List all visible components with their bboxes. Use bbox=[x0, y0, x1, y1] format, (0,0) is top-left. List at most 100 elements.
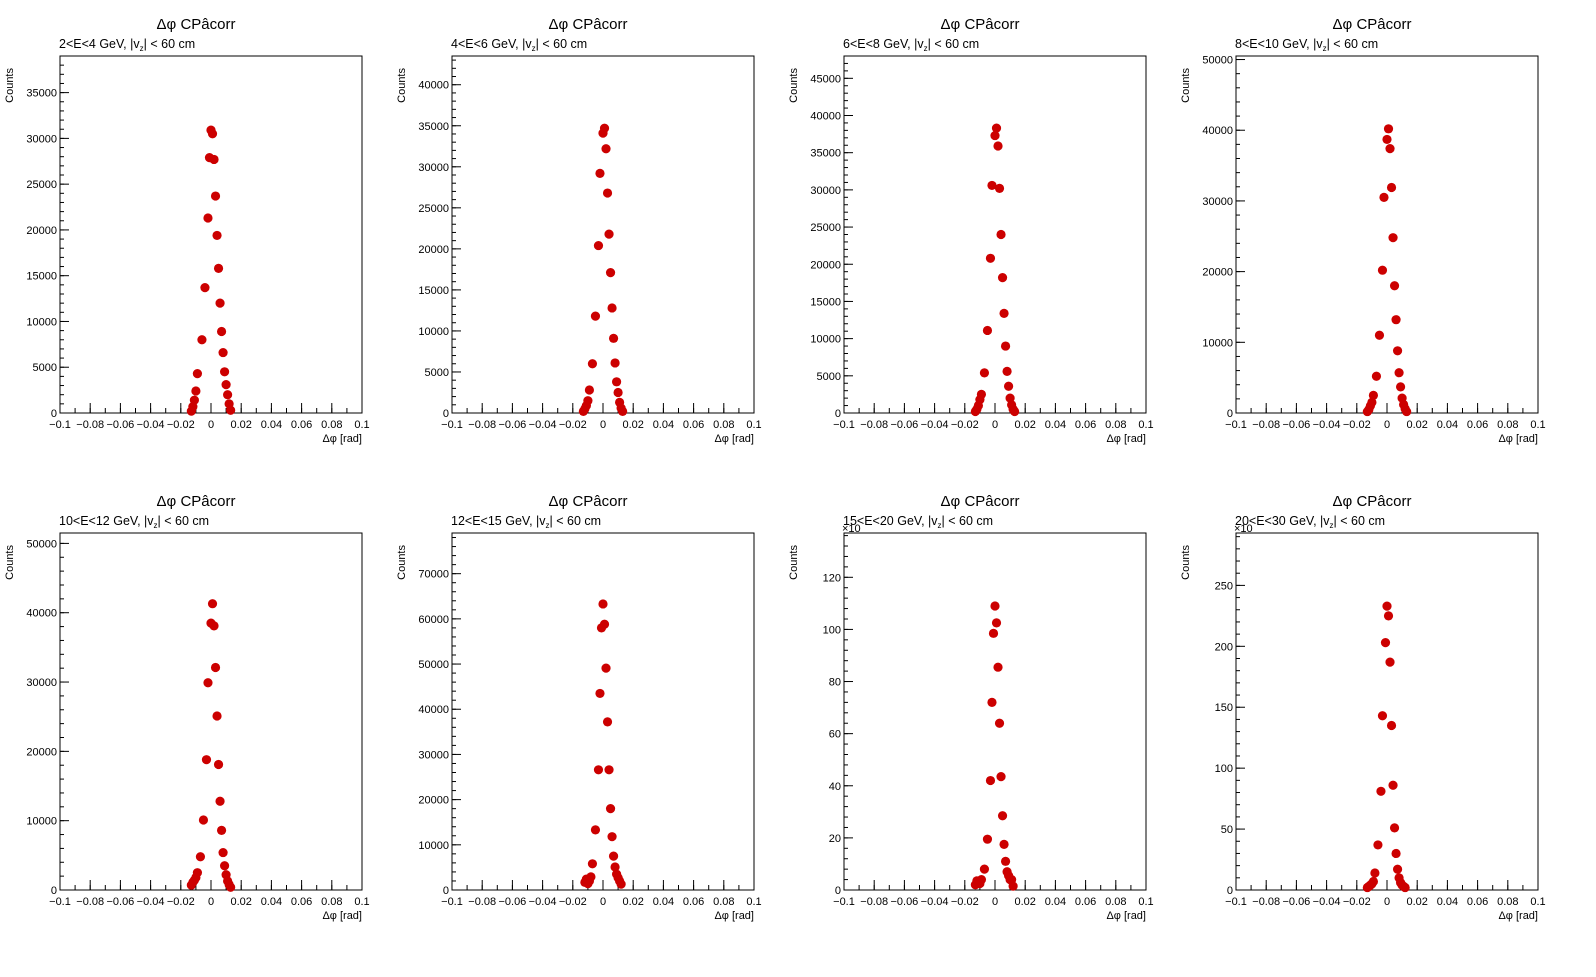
x-tick-label: −0.08 bbox=[1252, 419, 1280, 431]
x-tick-label: −0.06 bbox=[498, 419, 526, 431]
data-point bbox=[1395, 382, 1406, 392]
y-tick-label: 20000 bbox=[418, 795, 449, 807]
data-point bbox=[201, 755, 212, 765]
data-point bbox=[987, 697, 997, 707]
chart-subtitle: 8<E<10 GeV, |vz| < 60 cm bbox=[1235, 37, 1378, 53]
x-tick-label: −0.06 bbox=[106, 896, 134, 908]
x-tick-label: 0.08 bbox=[1497, 419, 1518, 431]
y-tick-label: 20000 bbox=[810, 259, 841, 271]
x-tick-label: 0.04 bbox=[1437, 896, 1458, 908]
subtitle-part: 2<E<4 GeV, |v bbox=[59, 37, 140, 51]
subtitle-part: 12<E<15 GeV, |v bbox=[451, 514, 546, 528]
x-tick-label: 0.08 bbox=[1105, 419, 1126, 431]
y-tick-label: 5000 bbox=[33, 362, 57, 374]
y-axis-label: Counts bbox=[1180, 68, 1192, 103]
data-point bbox=[1391, 315, 1401, 325]
x-tick-label: −0.1 bbox=[441, 419, 463, 431]
y-tick-label: 40000 bbox=[810, 111, 841, 123]
y-tick-label: 35000 bbox=[26, 88, 57, 100]
x-tick-label: 0 bbox=[992, 896, 998, 908]
data-point bbox=[987, 180, 997, 191]
x-axis-label: Δφ [rad] bbox=[1498, 433, 1538, 445]
data-point bbox=[605, 268, 616, 278]
x-tick-label: −0.04 bbox=[921, 419, 949, 431]
chart-subtitle: 6<E<8 GeV, |vz| < 60 cm bbox=[843, 37, 979, 53]
y-tick-label: 30000 bbox=[26, 133, 57, 145]
plot-frame bbox=[59, 532, 363, 891]
x-tick-label: 0 bbox=[208, 896, 214, 908]
data-point bbox=[203, 678, 213, 688]
data-point bbox=[616, 879, 626, 889]
data-point bbox=[610, 862, 620, 872]
data-point bbox=[985, 775, 996, 786]
x-tick-label: 0.02 bbox=[622, 896, 643, 908]
x-tick-label: −0.04 bbox=[1313, 896, 1341, 908]
subtitle-subscript: z bbox=[154, 521, 158, 530]
x-tick-label: 0.02 bbox=[230, 419, 251, 431]
data-point bbox=[982, 834, 993, 844]
data-point bbox=[1370, 868, 1380, 878]
data-point bbox=[1382, 134, 1392, 145]
data-point bbox=[618, 406, 628, 416]
x-tick-label: 0.06 bbox=[1467, 896, 1488, 908]
y-tick-label: 50 bbox=[1221, 824, 1233, 836]
chart-title: Δφ CPâcorr bbox=[549, 493, 628, 510]
data-point bbox=[195, 852, 206, 862]
y-tick-label: 45000 bbox=[810, 73, 841, 85]
y-tick-label: 15000 bbox=[810, 296, 841, 308]
data-point bbox=[595, 168, 605, 178]
x-tick-label: −0.02 bbox=[1343, 896, 1371, 908]
x-tick-label: −0.02 bbox=[951, 419, 979, 431]
y-tick-label: 30000 bbox=[26, 677, 57, 689]
y-tick-label: 0 bbox=[51, 885, 57, 897]
x-tick-label: 0.06 bbox=[291, 896, 312, 908]
data-point bbox=[189, 395, 199, 405]
data-point bbox=[210, 191, 221, 201]
x-axis-label: Δφ [rad] bbox=[714, 433, 754, 445]
data-point bbox=[994, 183, 1005, 193]
subtitle-subscript: z bbox=[938, 521, 942, 530]
data-point bbox=[587, 359, 598, 369]
x-tick-label: 0.06 bbox=[1075, 896, 1096, 908]
y-tick-label: 10000 bbox=[1202, 337, 1233, 349]
chart-title: Δφ CPâcorr bbox=[157, 16, 236, 33]
data-point bbox=[215, 796, 225, 806]
data-point bbox=[1388, 233, 1398, 243]
x-tick-label: 0.02 bbox=[1014, 419, 1035, 431]
x-tick-label: −0.1 bbox=[1225, 896, 1247, 908]
x-tick-label: 0.1 bbox=[354, 419, 369, 431]
chart-panel-2: Δφ CPâcorr 4<E<6 GeV, |vz| < 60 cm Counts −… bbox=[396, 16, 762, 445]
x-tick-label: −0.02 bbox=[167, 419, 195, 431]
y-tick-label: 0 bbox=[51, 408, 57, 420]
y-tick-label: 10000 bbox=[26, 316, 57, 328]
y-axis-label: Counts bbox=[788, 68, 800, 103]
y-tick-label: 15000 bbox=[418, 285, 449, 297]
data-point bbox=[595, 688, 605, 699]
subtitle-subscript: z bbox=[924, 44, 928, 53]
y-tick-label: 70000 bbox=[418, 569, 449, 581]
y-tick-label: 0 bbox=[1227, 885, 1233, 897]
chart-subtitle: 4<E<6 GeV, |vz| < 60 cm bbox=[451, 37, 587, 53]
chart-title: Δφ CPâcorr bbox=[1333, 16, 1412, 33]
x-tick-label: 0.1 bbox=[354, 896, 369, 908]
data-point bbox=[1386, 182, 1397, 193]
y-tick-label: 10000 bbox=[810, 334, 841, 346]
subtitle-part: | < 60 cm bbox=[928, 37, 980, 51]
x-tick-label: 0.06 bbox=[291, 419, 312, 431]
y-tick-label: 30000 bbox=[1202, 196, 1233, 208]
x-tick-label: −0.1 bbox=[49, 896, 71, 908]
data-point bbox=[200, 282, 210, 293]
data-point bbox=[976, 874, 987, 885]
data-point bbox=[1377, 265, 1388, 275]
data-point bbox=[1002, 366, 1012, 376]
data-point bbox=[1367, 397, 1377, 407]
x-tick-label: 0 bbox=[1384, 896, 1390, 908]
y-tick-label: 25000 bbox=[810, 222, 841, 234]
y-tick-label: 30000 bbox=[418, 749, 449, 761]
data-point bbox=[1383, 611, 1394, 621]
y-axis-label: Counts bbox=[396, 68, 408, 103]
x-tick-label: −0.06 bbox=[106, 419, 134, 431]
subtitle-subscript: z bbox=[532, 44, 536, 53]
x-tick-label: −0.06 bbox=[1282, 419, 1310, 431]
